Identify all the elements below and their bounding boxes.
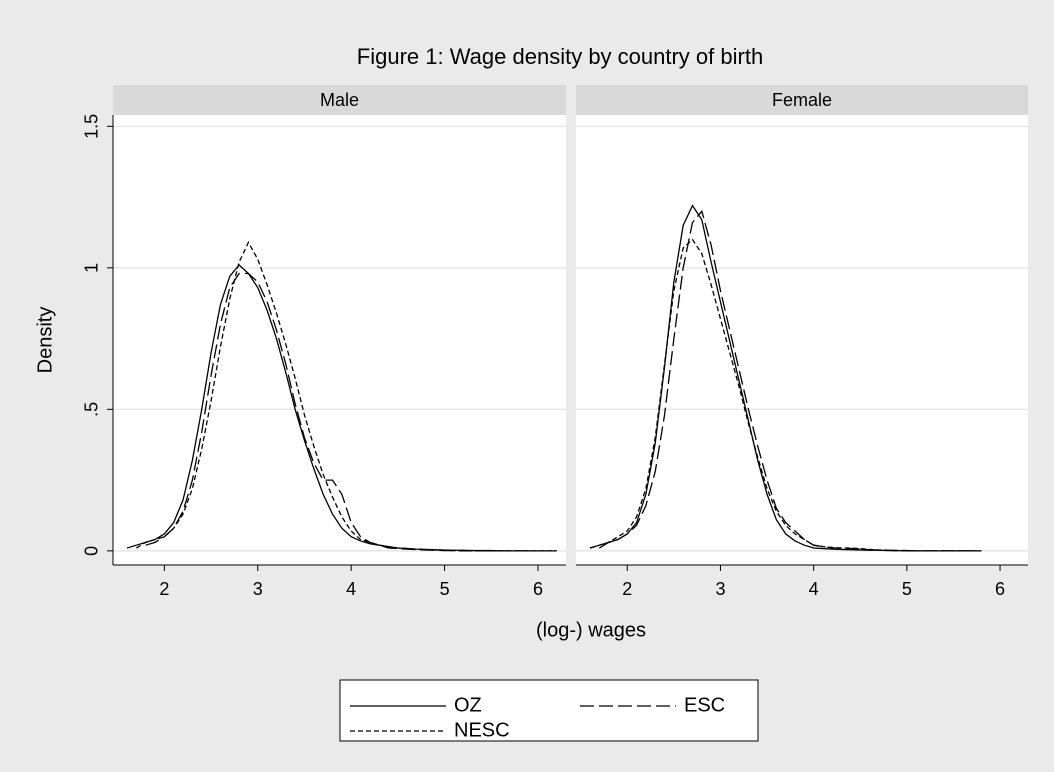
x-tick-label: 6 — [995, 579, 1005, 599]
y-tick-label: 1 — [82, 263, 102, 273]
y-tick-label: 0 — [82, 546, 102, 556]
plot-area — [576, 115, 1028, 565]
density-line — [145, 272, 529, 552]
x-tick-label: 4 — [809, 579, 819, 599]
chart-title: Figure 1: Wage density by country of bir… — [357, 44, 763, 69]
legend-label: ESC — [684, 694, 725, 716]
x-tick-label: 5 — [902, 579, 912, 599]
x-tick-label: 6 — [533, 579, 543, 599]
panel-title: Female — [772, 90, 832, 110]
x-tick-label: 3 — [253, 579, 263, 599]
y-tick-label: 1.5 — [82, 114, 102, 139]
x-tick-label: 4 — [346, 579, 356, 599]
x-tick-label: 5 — [440, 579, 450, 599]
panel-header — [113, 85, 566, 115]
y-tick-label: .5 — [82, 402, 102, 417]
legend-label: NESC — [454, 719, 510, 741]
x-tick-label: 3 — [715, 579, 725, 599]
plot-area — [113, 115, 566, 565]
legend-label: OZ — [454, 694, 482, 716]
x-tick-label: 2 — [159, 579, 169, 599]
x-axis-label: (log-) wages — [536, 619, 646, 641]
density-line — [136, 240, 557, 552]
x-tick-label: 2 — [622, 579, 632, 599]
panel-title: Male — [320, 90, 359, 110]
density-line — [598, 209, 982, 552]
density-line — [589, 238, 982, 552]
y-axis-label: Density — [34, 307, 56, 374]
panel-header — [576, 85, 1028, 115]
